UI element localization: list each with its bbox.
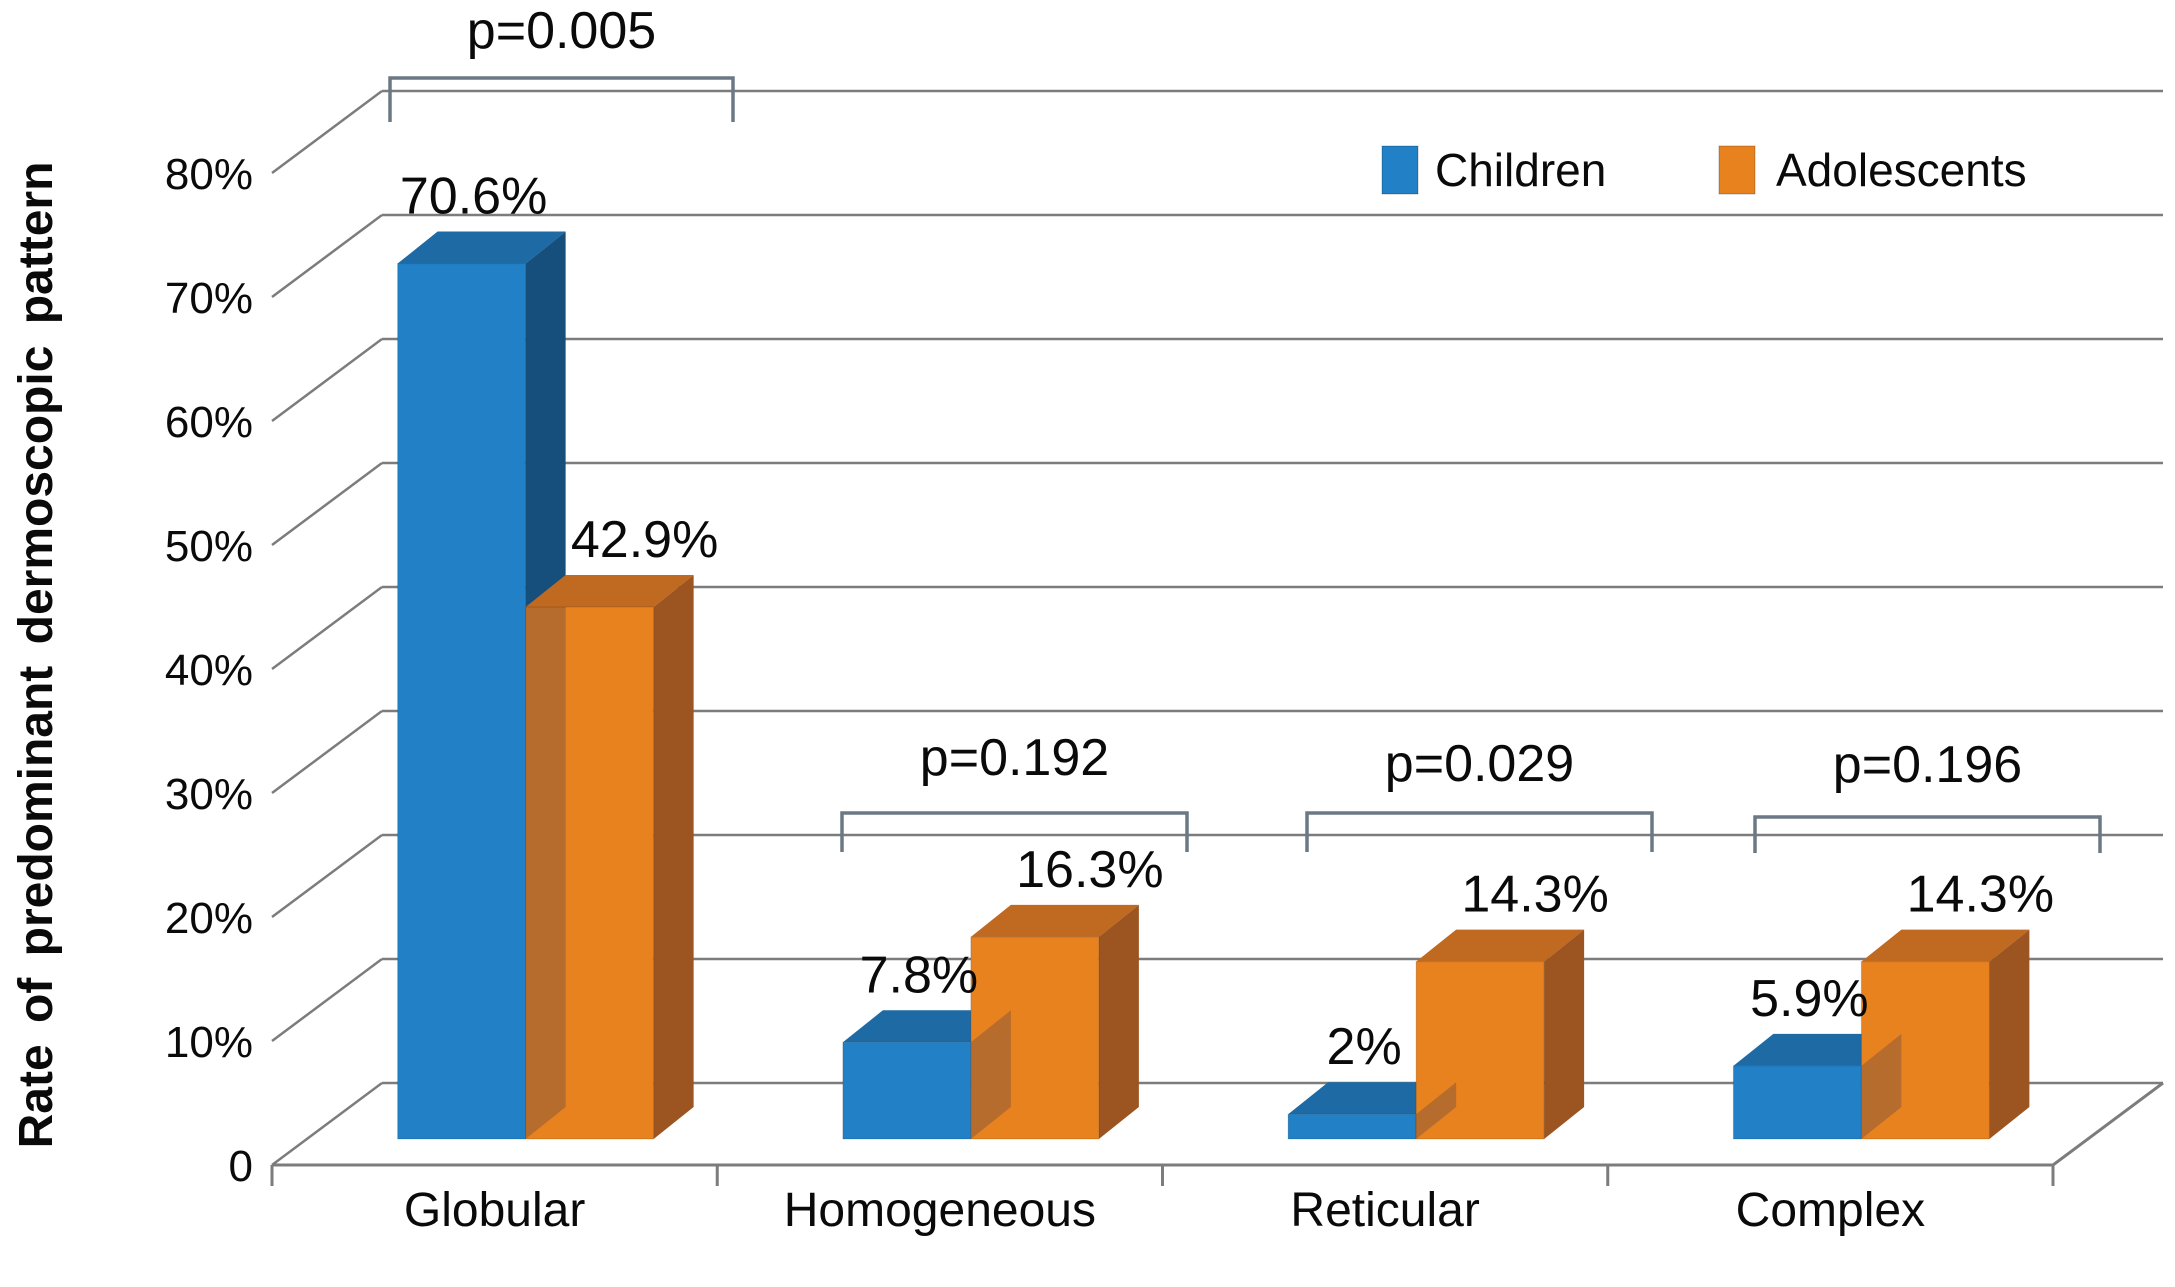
bar-children-complex-top-face	[1733, 1033, 1902, 1066]
bar-children-complex-front-face	[1732, 1065, 1862, 1140]
p-value-label: p=0.005	[467, 2, 656, 60]
bar-children-reticular-front-face	[1287, 1113, 1417, 1140]
y-axis-tick-label: 50%	[165, 522, 253, 571]
data-label-children: 5.9%	[1750, 970, 1869, 1028]
gridline-depth-segment	[271, 461, 383, 547]
y-axis-tick-label: 80%	[165, 150, 253, 199]
category-labels: Globular Homogeneous Reticular Complex	[404, 1184, 1925, 1237]
floor-axis	[270, 1081, 2164, 1186]
bar-adolescents-reticular	[1415, 929, 1585, 1140]
bar-adolescents-globular-top-face	[525, 575, 694, 608]
y-axis-tick-label: 10%	[165, 1018, 253, 1067]
bar-adolescents-complex-front-face	[1860, 961, 1990, 1140]
y-axis-tick-label: 0	[229, 1142, 253, 1191]
significance-bracket	[1305, 811, 1654, 852]
gridline-depth-segment	[271, 337, 383, 423]
bar-adolescents-homogeneous-front-face	[970, 936, 1100, 1140]
category-label-complex: Complex	[1736, 1184, 1925, 1237]
significance-bracket	[840, 811, 1189, 852]
bar-overlap-shading	[1861, 1033, 1902, 1139]
bar-children-globular-front-face	[397, 263, 527, 1140]
legend-label-adolescents: Adolescents	[1776, 144, 2027, 196]
gridline-depth-segment	[271, 709, 383, 795]
legend-swatch-children	[1381, 145, 1419, 195]
bar-adolescents-complex-top-face	[1861, 929, 2030, 962]
data-label-adolescents: 14.3%	[1907, 866, 2054, 924]
p-value-label: p=0.196	[1833, 736, 2022, 794]
gridline-depth-segment	[271, 213, 383, 299]
bar-adolescents-reticular-top-face	[1416, 929, 1585, 962]
gridline-depth-segment	[271, 585, 383, 671]
gridline-depth-segment	[271, 957, 383, 1043]
bar-children-globular-top-face	[397, 231, 566, 264]
bar-adolescents-homogeneous-side-face	[1098, 904, 1139, 1139]
gridline-depth-segment	[271, 89, 383, 175]
bar-adolescents-reticular-front-face	[1415, 961, 1545, 1140]
floor-right-depth-edge	[2052, 1081, 2164, 1167]
bar-adolescents-globular-side-face	[653, 575, 694, 1139]
y-axis-tick-label: 30%	[165, 770, 253, 819]
gridline-depth-segment	[271, 833, 383, 919]
bar-adolescents-homogeneous-top-face	[970, 904, 1139, 937]
bar-adolescents-complex	[1860, 929, 2030, 1140]
bar-adolescents-reticular-side-face	[1544, 929, 1585, 1139]
gridline-depth-segment	[271, 1081, 383, 1167]
y-axis-tick-label: 20%	[165, 894, 253, 943]
bar-adolescents-globular	[525, 575, 694, 1140]
bar-adolescents-complex-side-face	[1989, 929, 2030, 1139]
bar-children-reticular-top-face	[1288, 1082, 1457, 1115]
p-value-label: p=0.029	[1385, 735, 1574, 793]
y-axis-title: Rate of predominant dermoscopic pattern	[10, 162, 63, 1149]
data-label-children: 2%	[1327, 1018, 1402, 1076]
category-label-homogeneous: Homogeneous	[784, 1184, 1096, 1237]
bar-adolescents-globular-front-face	[525, 606, 655, 1140]
category-label-reticular: Reticular	[1290, 1184, 1479, 1237]
legend-label-children: Children	[1435, 144, 1606, 196]
bar-children-homogeneous-top-face	[842, 1010, 1011, 1043]
data-label-adolescents: 14.3%	[1461, 866, 1608, 924]
legend-swatch-adolescents	[1718, 145, 1756, 195]
data-labels: 70.6% 42.9% 7.8% 16.3% 2% 14.3% 5.9% 14.3%	[400, 168, 2054, 1077]
significance-bracket	[1753, 815, 2102, 853]
bar-overlap-shading	[1416, 1082, 1457, 1139]
data-label-adolescents: 42.9%	[571, 511, 718, 569]
bar-overlap-shading	[525, 607, 566, 1139]
y-axis-tick-label: 60%	[165, 398, 253, 447]
significance-bracket	[388, 76, 735, 122]
p-value-annotations: p=0.005 p=0.192 p=0.029 p=0.196	[388, 2, 2102, 853]
bar-children-homogeneous-front-face	[842, 1041, 972, 1140]
bar-adolescents-homogeneous	[970, 904, 1139, 1140]
bar-overlap-shading	[970, 1010, 1011, 1139]
p-value-label: p=0.192	[920, 729, 1109, 787]
bars	[397, 231, 2030, 1140]
y-axis-tick-label: 70%	[165, 274, 253, 323]
y-axis-tick-label: 40%	[165, 646, 253, 695]
data-label-adolescents: 16.3%	[1016, 841, 1163, 899]
category-label-globular: Globular	[404, 1184, 585, 1237]
data-label-children: 70.6%	[400, 168, 547, 226]
legend: Children Adolescents	[1381, 144, 2027, 196]
data-label-children: 7.8%	[860, 946, 979, 1004]
